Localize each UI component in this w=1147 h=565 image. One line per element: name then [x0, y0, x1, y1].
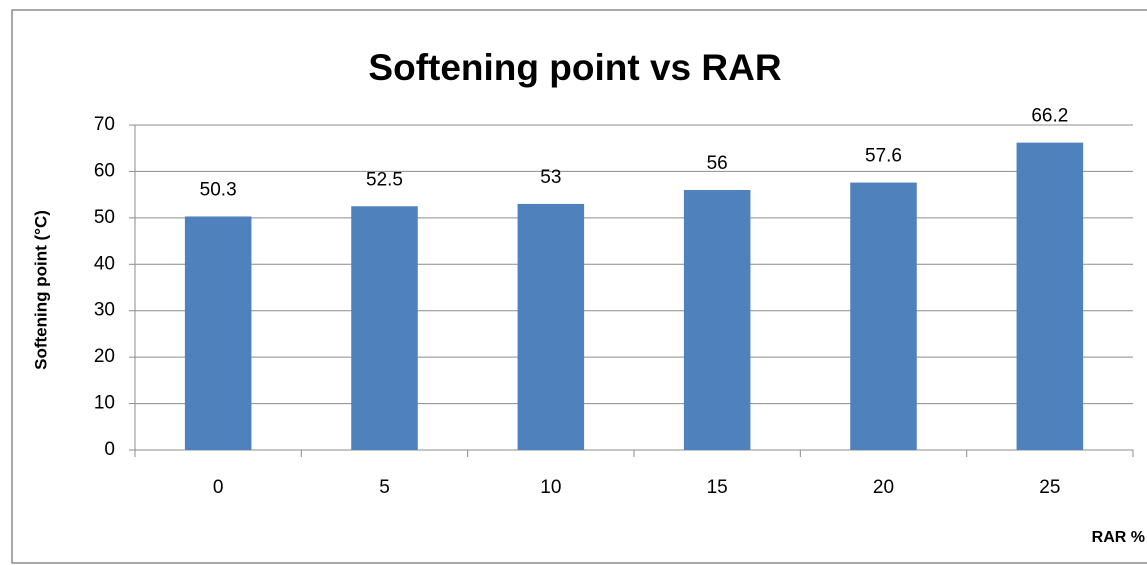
data-label: 52.5: [366, 169, 403, 190]
x-tick-label: 5: [379, 477, 390, 498]
x-tick-label: 20: [873, 477, 894, 498]
bar: [351, 206, 418, 450]
y-tick-label: 60: [94, 160, 115, 181]
bar: [184, 216, 252, 450]
x-tick-label: 15: [707, 477, 728, 498]
bar: [1016, 142, 1084, 450]
data-label: 56: [707, 153, 728, 174]
y-tick-label: 0: [104, 439, 115, 460]
y-tick-label: 40: [94, 253, 115, 274]
y-tick-label: 20: [94, 346, 115, 367]
y-axis-label: Softening point (°C): [31, 210, 50, 370]
bar: [850, 182, 917, 451]
x-axis-label: RAR %: [1092, 529, 1145, 546]
bar: [517, 203, 585, 450]
x-tick-label: 0: [213, 477, 224, 498]
data-label: 57.6: [865, 146, 902, 167]
y-tick-label: 30: [94, 300, 115, 321]
y-tick-label: 50: [94, 207, 115, 228]
data-label: 53: [540, 167, 561, 188]
chart-title: Softening point vs RAR: [368, 47, 781, 88]
x-tick-label: 25: [1039, 477, 1060, 498]
y-tick-label: 70: [94, 114, 115, 135]
bar: [683, 190, 751, 450]
data-label: 66.2: [1031, 106, 1068, 127]
data-label: 50.3: [200, 179, 237, 200]
y-tick-label: 10: [94, 393, 115, 414]
x-tick-label: 10: [540, 477, 561, 498]
